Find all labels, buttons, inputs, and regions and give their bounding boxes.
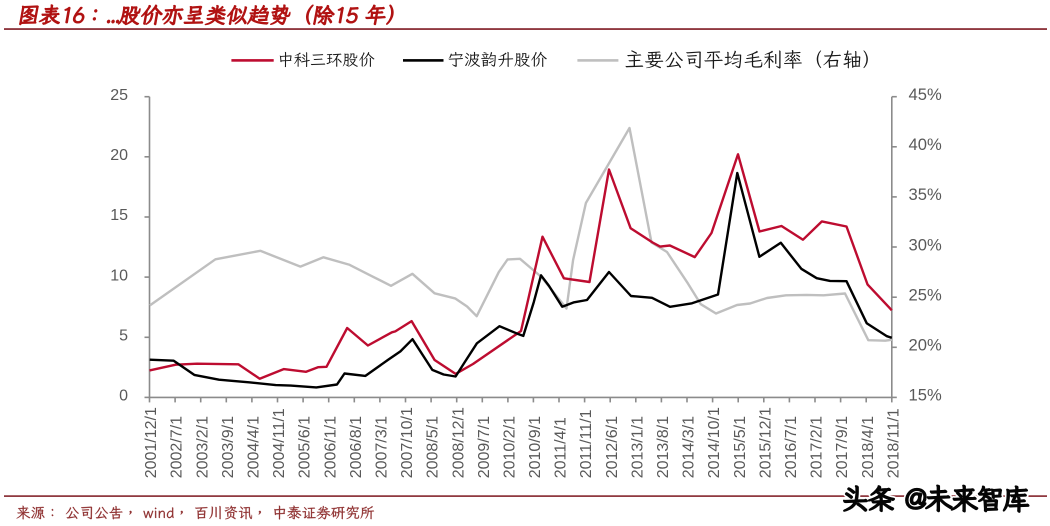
svg-text:2014/3/1: 2014/3/1	[681, 416, 698, 478]
svg-text:2008/5/1: 2008/5/1	[425, 416, 442, 478]
svg-text:2006/1/1: 2006/1/1	[322, 416, 339, 478]
svg-text:2007/3/1: 2007/3/1	[374, 416, 391, 478]
svg-text:40%: 40%	[909, 135, 942, 154]
svg-text:5: 5	[119, 328, 128, 345]
svg-text:2013/1/1: 2013/1/1	[629, 416, 646, 478]
svg-text:2002/7/1: 2002/7/1	[169, 416, 186, 478]
svg-text:10: 10	[110, 267, 128, 284]
svg-text:20%: 20%	[909, 336, 942, 355]
svg-text:2006/8/1: 2006/8/1	[348, 416, 365, 478]
svg-text:2008/12/1: 2008/12/1	[450, 407, 467, 478]
svg-text:2013/8/1: 2013/8/1	[655, 416, 672, 478]
svg-text:2018/4/1: 2018/4/1	[860, 416, 877, 478]
svg-text:2018/11/1: 2018/11/1	[885, 408, 902, 478]
svg-text:2017/9/1: 2017/9/1	[834, 416, 851, 478]
svg-text:2001/12/1: 2001/12/1	[143, 407, 160, 478]
svg-text:45%: 45%	[909, 85, 942, 104]
svg-text:35%: 35%	[909, 185, 942, 204]
svg-text:2007/10/1: 2007/10/1	[399, 407, 416, 478]
svg-text:2009/7/1: 2009/7/1	[476, 416, 493, 478]
svg-text:2014/10/1: 2014/10/1	[706, 407, 723, 478]
svg-text:2016/7/1: 2016/7/1	[783, 416, 800, 478]
svg-text:2005/6/1: 2005/6/1	[297, 416, 314, 478]
svg-text:15%: 15%	[909, 386, 942, 405]
svg-text:2011/11/1: 2011/11/1	[578, 409, 595, 478]
svg-text:2004/11/1: 2004/11/1	[271, 408, 288, 478]
svg-text:2012/6/1: 2012/6/1	[604, 416, 621, 478]
svg-text:2004/4/1: 2004/4/1	[246, 416, 263, 478]
svg-text:2015/12/1: 2015/12/1	[757, 407, 774, 478]
svg-text:0: 0	[119, 388, 128, 405]
svg-text:15: 15	[110, 207, 128, 224]
svg-text:2010/2/1: 2010/2/1	[502, 416, 519, 478]
svg-text:2017/2/1: 2017/2/1	[809, 416, 826, 478]
svg-text:25: 25	[110, 87, 128, 104]
svg-text:2011/4/1: 2011/4/1	[553, 417, 570, 478]
svg-text:2015/5/1: 2015/5/1	[732, 416, 749, 478]
svg-text:2003/9/1: 2003/9/1	[220, 416, 237, 478]
svg-text:20: 20	[110, 147, 128, 164]
svg-text:30%: 30%	[909, 235, 942, 254]
svg-text:25%: 25%	[909, 286, 942, 305]
svg-text:2003/2/1: 2003/2/1	[194, 416, 211, 478]
svg-text:2010/9/1: 2010/9/1	[527, 416, 544, 478]
